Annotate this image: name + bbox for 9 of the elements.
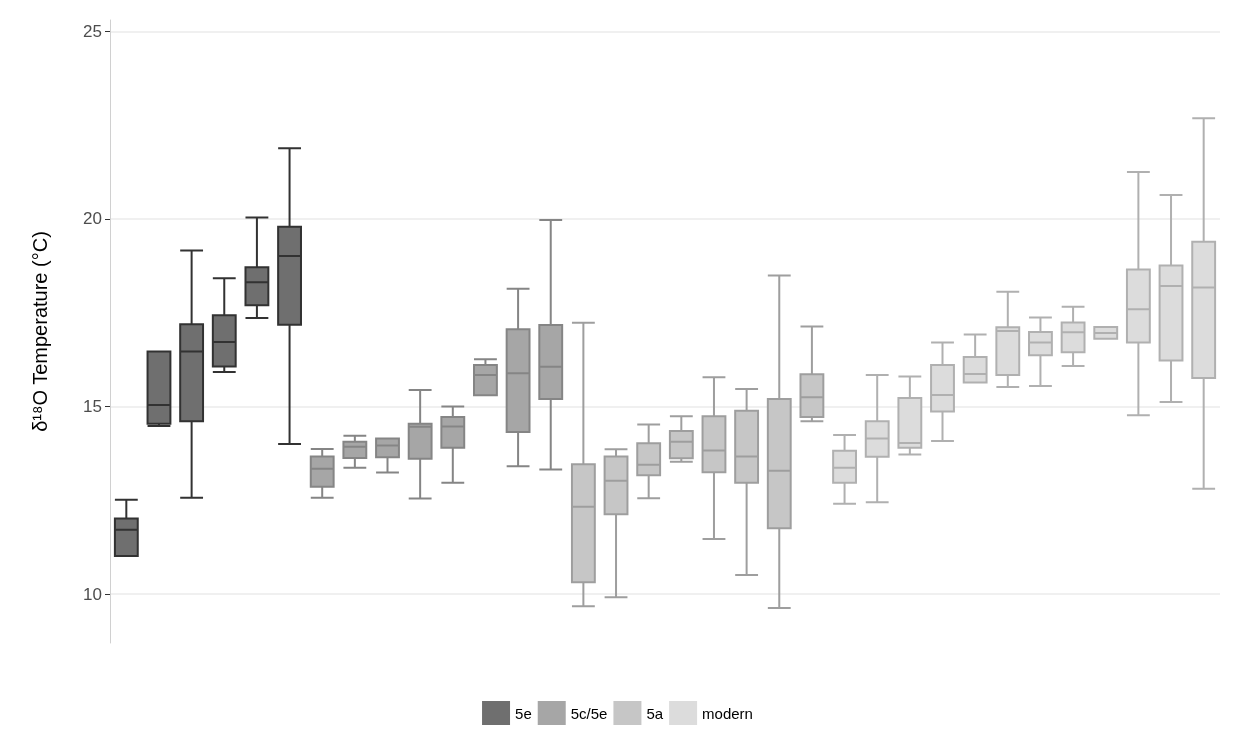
legend-label: 5e <box>515 704 532 722</box>
y-tick-label: 15 <box>83 397 102 417</box>
legend-label: 5a <box>646 704 664 722</box>
legend-label: modern <box>702 704 753 722</box>
y-tick-label: 25 <box>83 21 102 41</box>
y-tick-label: 20 <box>83 209 102 229</box>
y-axis-title: δ¹⁸O Temperature (°C) <box>29 231 51 432</box>
y-tick-label: 10 <box>83 584 102 604</box>
legend-label: 5c/5e <box>570 704 608 722</box>
